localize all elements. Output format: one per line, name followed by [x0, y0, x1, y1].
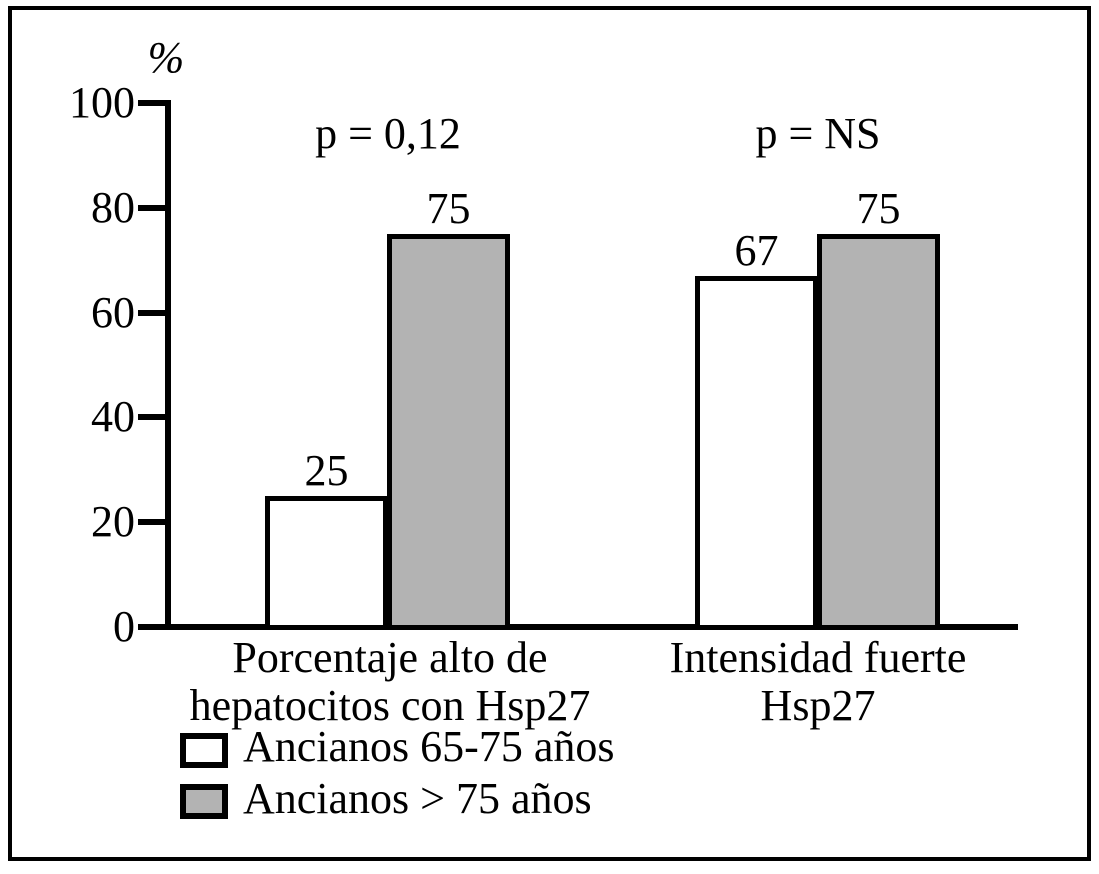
- y-tick-label: 100: [69, 78, 135, 127]
- y-axis-line: [165, 100, 171, 630]
- bar-value-label-group2-series1: 67: [734, 226, 779, 275]
- category-label-group1-line1: Porcentaje alto de: [232, 633, 548, 682]
- y-tick-label: 80: [91, 183, 135, 232]
- category-label-group2: Intensidad fuerte Hsp27: [558, 634, 1078, 730]
- y-tick-mark: [138, 310, 168, 316]
- bar-group2-series2: [817, 234, 940, 630]
- figure-frame: [8, 6, 1091, 861]
- category-label-group1-line2: hepatocitos con Hsp27: [189, 681, 591, 730]
- y-tick-mark: [138, 205, 168, 211]
- legend-swatch-series2: [180, 784, 228, 819]
- y-tick-mark: [138, 100, 168, 106]
- bar-value-label-group1-series2: 75: [426, 184, 471, 233]
- y-tick-label: 40: [91, 392, 135, 441]
- bar-value-label-group1-series1: 25: [304, 446, 349, 495]
- bar-group2-series1: [695, 276, 818, 630]
- bar-group1-series1: [265, 496, 388, 630]
- category-label-group2-line1: Intensidad fuerte: [669, 633, 967, 682]
- p-value-annotation-group2: p = NS: [755, 109, 881, 158]
- p-value-annotation-group1: p = 0,12: [315, 109, 461, 158]
- legend-label-series2: Ancianos > 75 años: [243, 774, 592, 823]
- y-tick-mark: [138, 414, 168, 420]
- y-tick-mark: [138, 624, 168, 630]
- y-tick-label: 20: [91, 497, 135, 546]
- category-label-group2-line2: Hsp27: [760, 681, 876, 730]
- y-axis-unit-label: %: [147, 33, 185, 82]
- y-tick-label: 60: [91, 288, 135, 337]
- y-tick-label: 0: [113, 602, 135, 651]
- bar-value-label-group2-series2: 75: [856, 184, 901, 233]
- bar-group1-series2: [387, 234, 510, 630]
- x-axis-line: [165, 624, 1018, 630]
- legend-swatch-series1: [180, 733, 228, 768]
- y-tick-mark: [138, 519, 168, 525]
- legend-label-series1: Ancianos 65-75 años: [243, 722, 615, 771]
- category-label-group1: Porcentaje alto de hepatocitos con Hsp27: [130, 634, 650, 730]
